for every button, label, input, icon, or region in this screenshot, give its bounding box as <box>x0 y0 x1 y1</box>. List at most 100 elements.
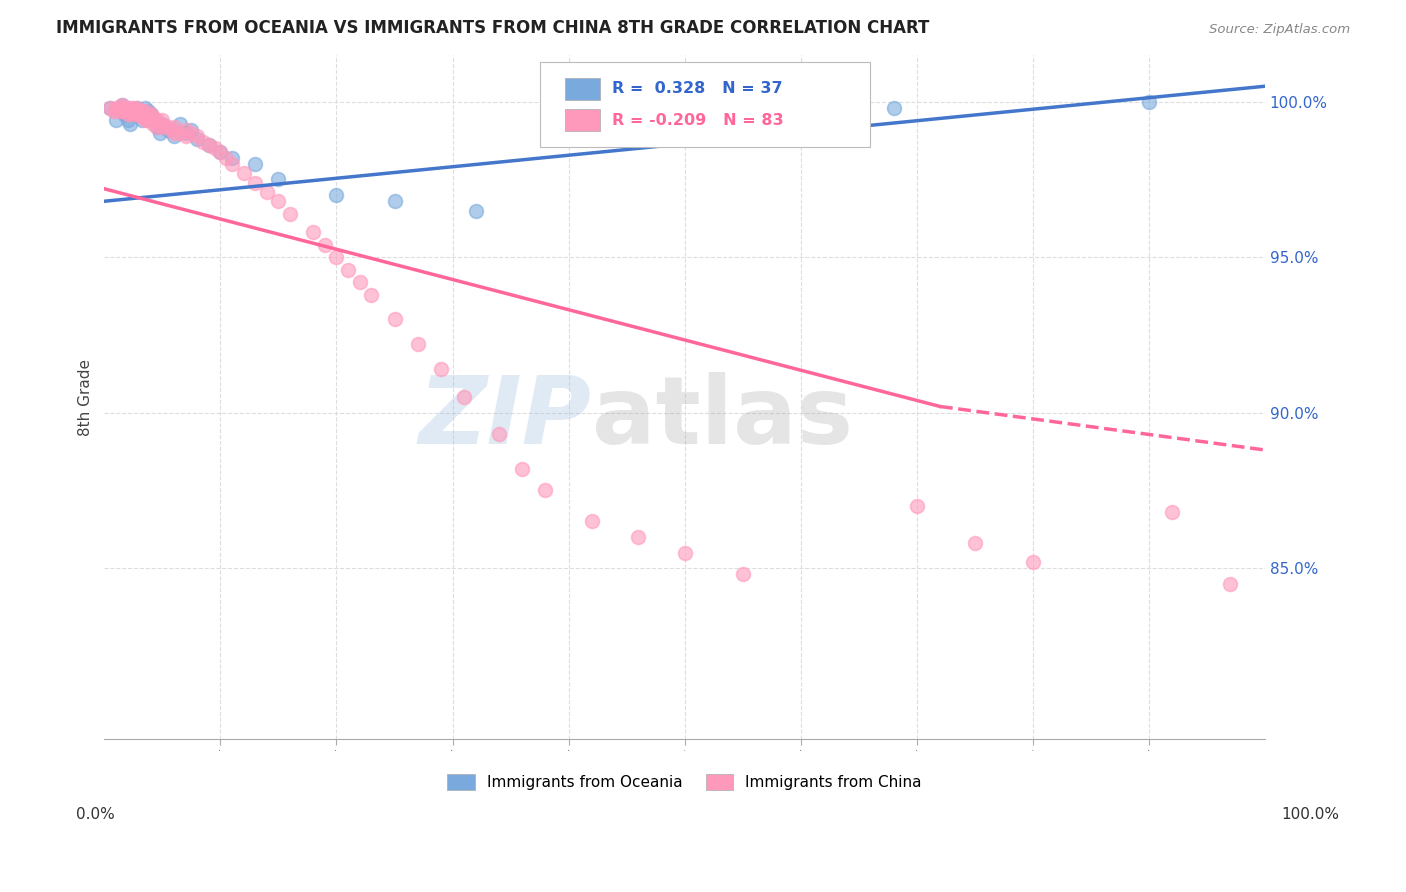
Point <box>104 101 127 115</box>
Point <box>488 427 510 442</box>
Point <box>128 104 150 119</box>
Point <box>152 120 174 134</box>
Point <box>245 157 267 171</box>
Point <box>453 390 475 404</box>
Point <box>510 461 533 475</box>
Point <box>882 101 904 115</box>
Point <box>114 101 136 115</box>
Point <box>180 126 202 140</box>
Point <box>139 107 162 121</box>
Point <box>1022 555 1045 569</box>
Point <box>125 104 148 119</box>
Point <box>267 172 290 186</box>
Point <box>139 113 162 128</box>
Text: Source: ZipAtlas.com: Source: ZipAtlas.com <box>1209 23 1350 36</box>
Point <box>198 138 221 153</box>
Point <box>98 101 121 115</box>
Point <box>325 188 347 202</box>
Point <box>325 250 347 264</box>
Text: 100.0%: 100.0% <box>1281 807 1340 822</box>
Point <box>160 122 183 136</box>
Point <box>245 176 267 190</box>
Point <box>581 515 603 529</box>
Point <box>221 151 243 165</box>
Point <box>108 101 131 115</box>
Point <box>111 104 134 119</box>
Point <box>124 107 146 121</box>
Point <box>256 185 278 199</box>
Point <box>125 101 148 115</box>
Point <box>464 203 486 218</box>
Point <box>131 113 153 128</box>
Legend: Immigrants from Oceania, Immigrants from China: Immigrants from Oceania, Immigrants from… <box>441 768 928 797</box>
Point <box>731 567 754 582</box>
Text: R =  0.328   N = 37: R = 0.328 N = 37 <box>612 81 782 96</box>
Point <box>963 536 986 550</box>
Point <box>122 107 145 121</box>
Point <box>384 312 406 326</box>
Text: 0.0%: 0.0% <box>76 807 115 822</box>
Point <box>117 107 139 121</box>
Point <box>112 107 135 121</box>
Point <box>149 116 172 130</box>
Text: IMMIGRANTS FROM OCEANIA VS IMMIGRANTS FROM CHINA 8TH GRADE CORRELATION CHART: IMMIGRANTS FROM OCEANIA VS IMMIGRANTS FR… <box>56 19 929 37</box>
Point <box>128 104 150 119</box>
Text: ZIP: ZIP <box>419 372 592 464</box>
Bar <box>565 78 600 100</box>
Point <box>135 113 157 128</box>
Point <box>122 104 145 119</box>
Point <box>138 104 160 119</box>
Point <box>314 237 336 252</box>
Point <box>163 126 186 140</box>
Point <box>627 530 650 544</box>
Point <box>209 145 232 159</box>
Point <box>337 262 360 277</box>
Point <box>673 545 696 559</box>
Point <box>117 113 139 128</box>
Point <box>1137 95 1160 109</box>
Point <box>157 120 180 134</box>
Point <box>349 275 371 289</box>
Point <box>145 120 167 134</box>
Point <box>134 101 156 115</box>
Point <box>1219 576 1241 591</box>
Point <box>209 145 232 159</box>
Point <box>111 104 134 119</box>
Point <box>169 126 191 140</box>
Point <box>163 120 186 134</box>
Point <box>174 126 197 140</box>
Point <box>191 135 214 149</box>
Point <box>138 107 160 121</box>
Point <box>128 107 150 121</box>
Point <box>145 120 167 134</box>
Text: R = -0.209   N = 83: R = -0.209 N = 83 <box>612 112 783 128</box>
Point <box>152 116 174 130</box>
Point <box>180 122 202 136</box>
Point <box>534 483 557 498</box>
Point <box>267 194 290 209</box>
Point <box>111 101 134 115</box>
Point <box>905 499 928 513</box>
Point <box>198 138 221 153</box>
Point <box>118 116 141 130</box>
Point <box>134 104 156 119</box>
Point <box>134 111 156 125</box>
Point <box>232 166 254 180</box>
Point <box>112 101 135 115</box>
Point <box>142 116 165 130</box>
Point <box>215 151 238 165</box>
Point <box>131 104 153 119</box>
Point <box>139 107 162 121</box>
Point <box>157 122 180 136</box>
Point <box>149 126 172 140</box>
Point <box>125 107 148 121</box>
Point <box>406 337 429 351</box>
Point <box>103 104 125 119</box>
Point <box>131 111 153 125</box>
Point <box>384 194 406 209</box>
Point <box>111 98 134 112</box>
Point <box>430 362 453 376</box>
Point <box>142 113 165 128</box>
Bar <box>565 109 600 131</box>
Point <box>174 128 197 143</box>
